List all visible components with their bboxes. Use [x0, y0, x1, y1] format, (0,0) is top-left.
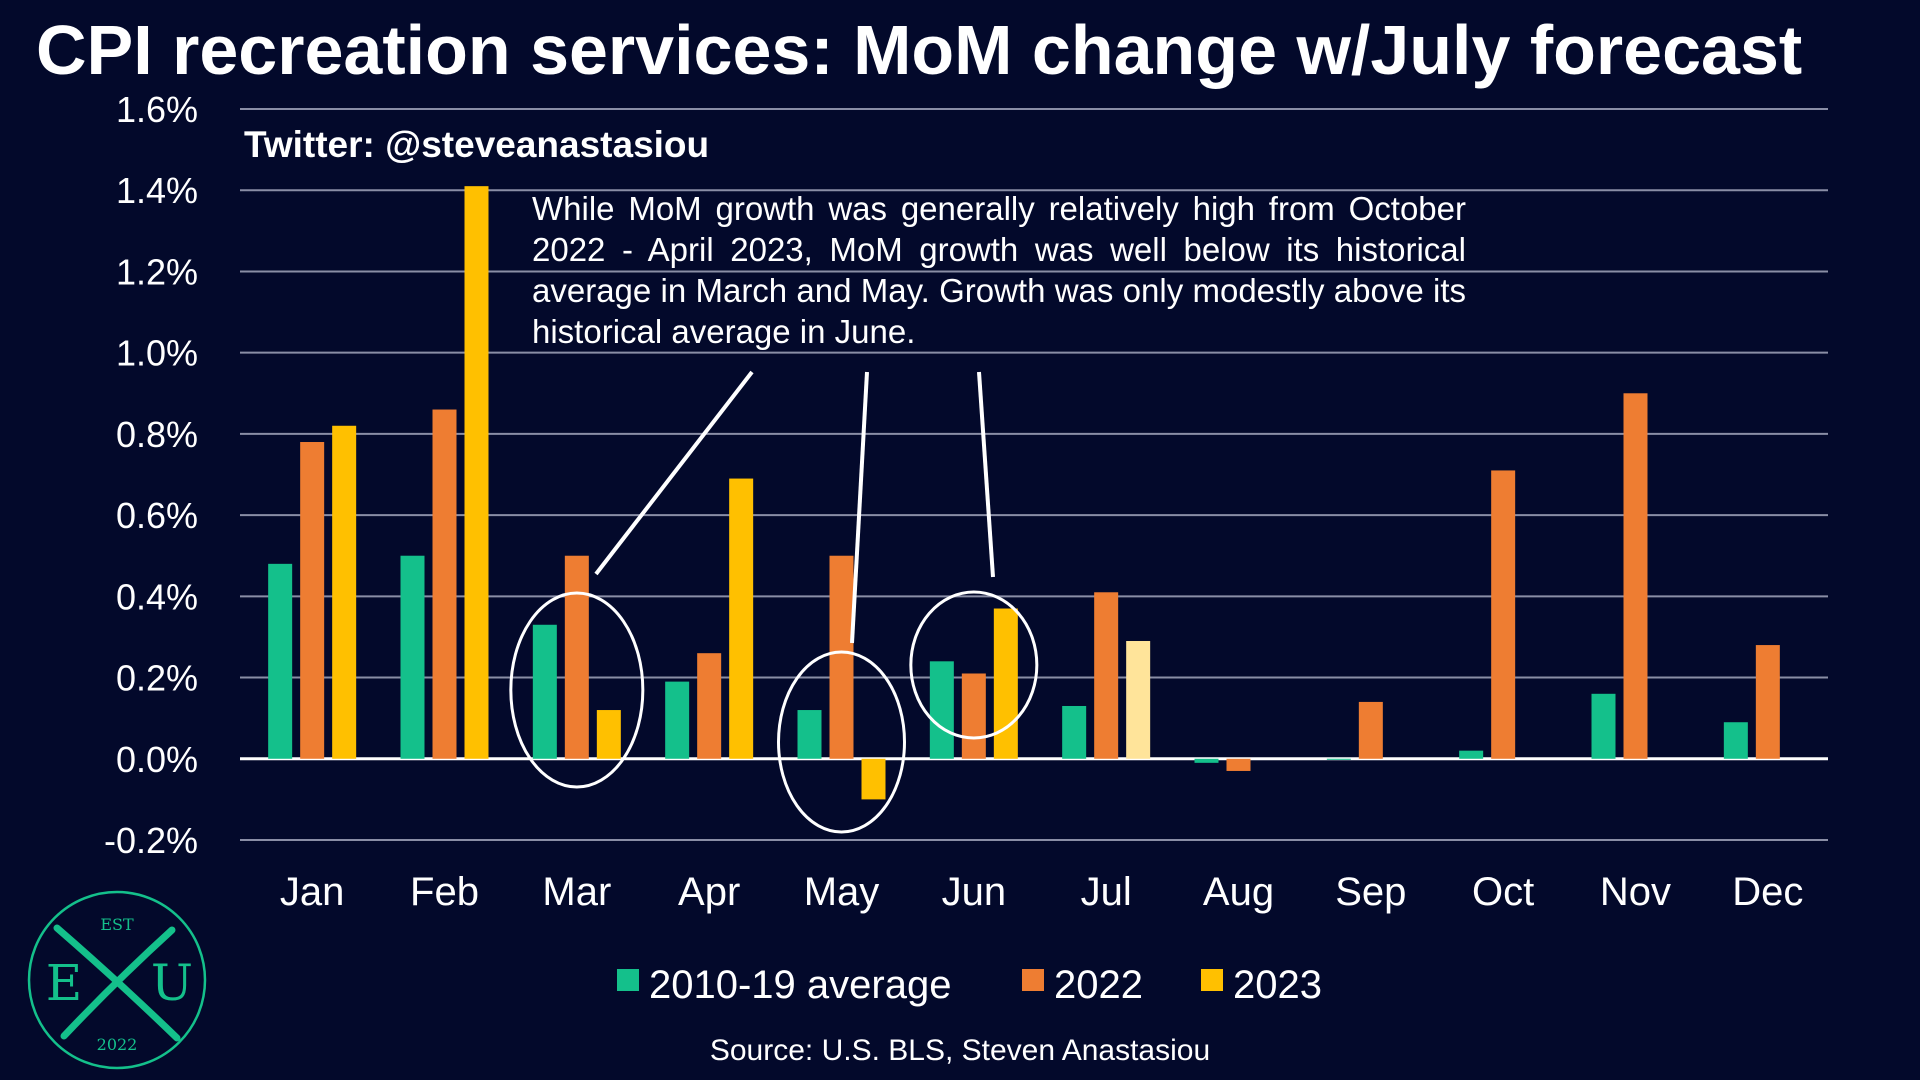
callout-pointer-may: [850, 371, 869, 644]
logo-letter-e: E: [46, 954, 83, 1012]
y-tick-label: 0.8%: [116, 414, 198, 455]
legend: 2010-19 average 2022 2023: [617, 963, 1322, 1007]
bar-2023-feb: [464, 186, 489, 759]
logo-slash-2: [60, 926, 176, 1040]
bar-2022-apr: [697, 653, 722, 759]
bar-2010-19-average-jan: [268, 563, 293, 759]
annotation-callouts: [509, 370, 1039, 834]
callout-pointer-jun: [977, 371, 995, 578]
legend-label: 2023: [1233, 963, 1322, 1007]
x-tick-label: Jan: [280, 870, 345, 914]
bar-2023-jan: [332, 425, 357, 759]
y-tick-label: 0.4%: [116, 576, 198, 617]
bar-2010-19-average-dec: [1723, 722, 1748, 759]
bar-2022-jun: [961, 673, 986, 759]
bar-2010-19-average-jul: [1062, 705, 1087, 759]
logo-ring: [27, 890, 207, 1070]
x-tick-label: Nov: [1600, 870, 1671, 914]
bar-2022-feb: [432, 409, 457, 759]
x-tick-label: Sep: [1335, 870, 1406, 914]
bar-2010-19-average-aug: [1194, 758, 1219, 763]
callout-ellipse-mar: [509, 591, 645, 789]
bar-2010-19-average-oct: [1459, 750, 1484, 759]
x-tick-label: Mar: [542, 870, 611, 914]
x-tick-label: Oct: [1472, 870, 1534, 914]
bar-2022-aug: [1226, 758, 1251, 771]
bar-2022-jan: [300, 442, 325, 759]
bar-2023-apr: [729, 478, 754, 759]
bar-2010-19-average-mar: [532, 624, 557, 759]
bar-2010-19-average-apr: [665, 681, 690, 759]
bar-2022-dec: [1755, 645, 1780, 759]
bar-2023-may: [861, 758, 886, 800]
legend-swatch: [1022, 969, 1044, 991]
bar-2022-mar: [564, 555, 589, 759]
callout-ellipse-jun: [909, 590, 1039, 740]
bar-2010-19-average-nov: [1591, 693, 1616, 759]
y-tick-label: 0.6%: [116, 495, 198, 536]
bar-2022-jul: [1094, 592, 1119, 759]
x-tick-label: Apr: [678, 870, 740, 914]
x-tick-label: Feb: [410, 870, 479, 914]
bar-2022-may: [829, 555, 854, 759]
bars: [268, 186, 1780, 800]
y-tick-label: -0.2%: [104, 820, 198, 861]
y-axis-tick-labels: -0.2% 0.0% 0.2% 0.4% 0.6% 0.8% 1.0% 1.2% 1.4% 1.6…: [104, 89, 198, 861]
y-tick-label: 1.6%: [116, 89, 198, 130]
bar-2023-jul: [1126, 641, 1151, 759]
legend-label: 2022: [1054, 963, 1143, 1007]
bar-2022-oct: [1491, 470, 1516, 759]
y-tick-label: 1.0%: [116, 333, 198, 374]
gridlines: [240, 108, 1828, 841]
legend-label: 2010-19 average: [649, 963, 951, 1007]
callout-pointer-mar: [594, 370, 754, 576]
bar-2022-nov: [1623, 393, 1648, 759]
page-title: CPI recreation services: MoM change w/Ju…: [36, 11, 1803, 89]
logo-est: EST: [100, 915, 134, 934]
y-tick-label: 0.2%: [116, 658, 198, 699]
bar-2010-19-average-may: [797, 710, 822, 759]
y-tick-label: 1.2%: [116, 251, 198, 292]
source-note: Source: U.S. BLS, Steven Anastasiou: [709, 1034, 1211, 1067]
logo-letter-u: U: [151, 954, 193, 1012]
x-axis-tick-labels: Jan Feb Mar Apr May Jun Jul Aug Sep Oct Nov Dec: [280, 870, 1803, 914]
callout-ellipse-may: [777, 650, 906, 834]
legend-swatch: [1201, 969, 1223, 991]
annotation-text: While MoM growth was generally relativel…: [532, 190, 1466, 350]
x-tick-label: Jun: [942, 870, 1007, 914]
bar-2010-19-average-jun: [929, 661, 954, 759]
x-tick-label: Jul: [1081, 870, 1132, 914]
exu-logo: EST E U 2022: [27, 890, 207, 1070]
y-tick-label: 0.0%: [116, 739, 198, 780]
logo-year: 2022: [97, 1035, 138, 1054]
bar-2010-19-average-feb: [400, 555, 425, 759]
bar-2022-sep: [1358, 701, 1383, 759]
twitter-handle: Twitter: @steveanastasiou: [244, 124, 710, 165]
x-tick-label: May: [804, 870, 880, 914]
legend-swatch: [617, 969, 639, 991]
y-tick-label: 1.4%: [116, 170, 198, 211]
bar-2010-19-average-sep: [1326, 758, 1351, 760]
x-tick-label: Aug: [1203, 870, 1274, 914]
x-tick-label: Dec: [1732, 870, 1803, 914]
bar-2023-mar: [596, 710, 621, 759]
bar-2023-jun: [993, 608, 1018, 759]
